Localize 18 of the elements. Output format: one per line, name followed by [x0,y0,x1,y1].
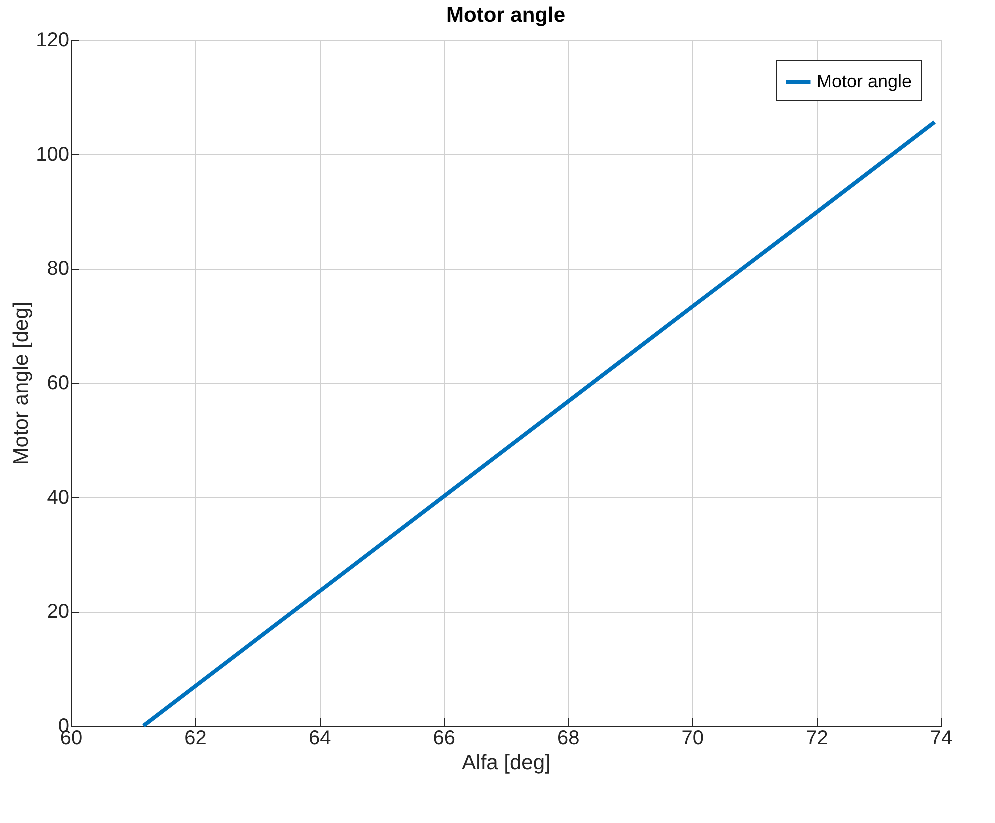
y-tick-label: 80 [47,258,70,280]
x-tick-label: 66 [433,728,456,750]
x-tick-label: 62 [184,728,207,750]
x-axis-title: Alfa [deg] [462,752,551,774]
x-tick-label: 68 [558,728,580,750]
x-tick-label: 64 [308,728,332,750]
y-tick-label: 40 [47,486,70,509]
x-tick-label: 72 [806,728,828,750]
line-series [142,120,937,728]
y-tick-label: 60 [47,372,70,394]
x-tick-label: 70 [682,728,704,750]
chart-title: Motor angle [446,4,566,27]
y-tick-label: 100 [36,144,70,166]
legend-label: Motor angle [817,72,912,92]
y-axis-title: Motor angle [deg] [10,302,34,466]
y-tick-label: 120 [36,30,70,52]
y-tick-label: 20 [47,601,70,624]
x-tick-label: 74 [930,728,953,750]
